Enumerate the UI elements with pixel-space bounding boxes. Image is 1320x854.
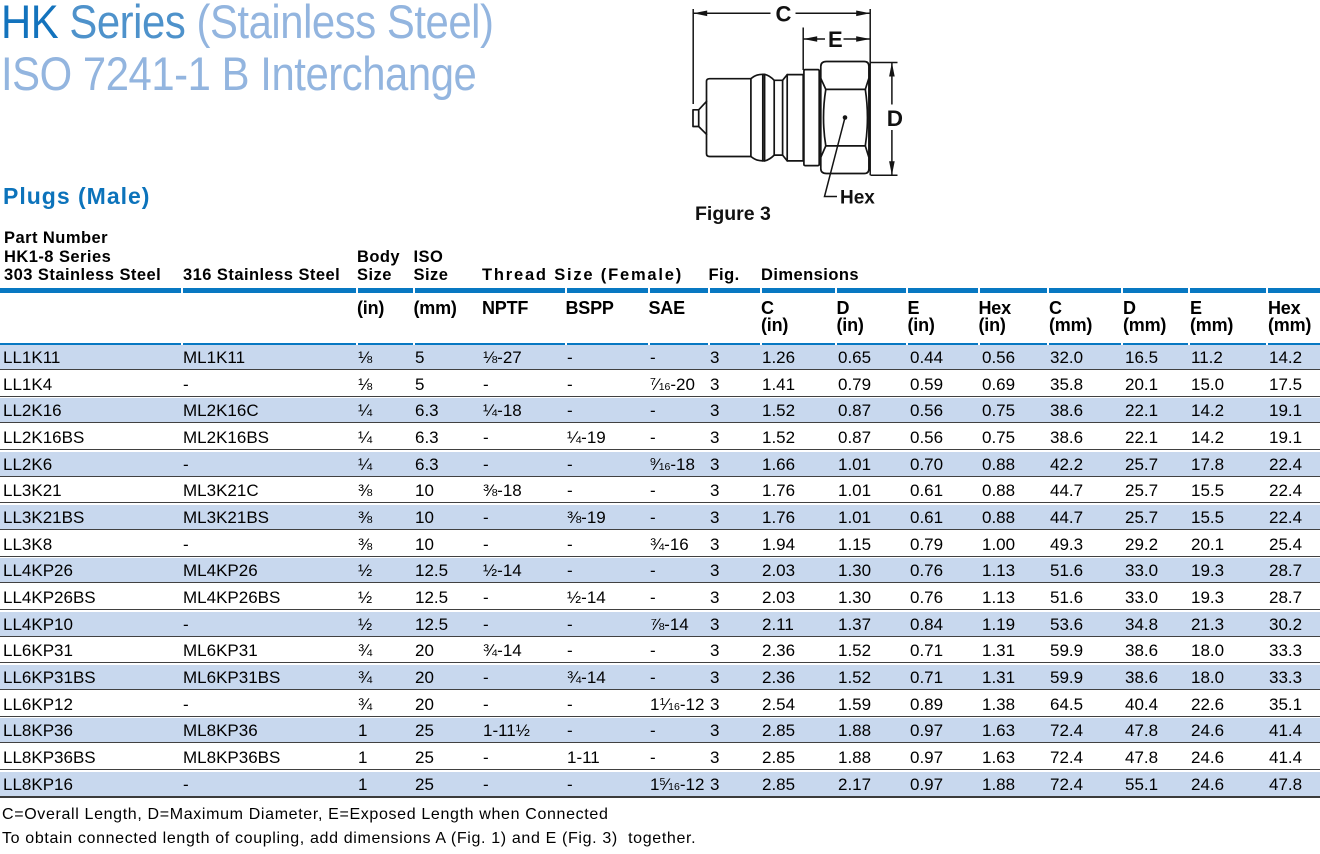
svg-text:Figure 3: Figure 3 xyxy=(695,203,771,225)
svg-text:Hex: Hex xyxy=(840,188,875,209)
svg-text:C: C xyxy=(776,2,792,27)
svg-text:E: E xyxy=(828,27,843,52)
svg-text:D: D xyxy=(887,106,903,131)
